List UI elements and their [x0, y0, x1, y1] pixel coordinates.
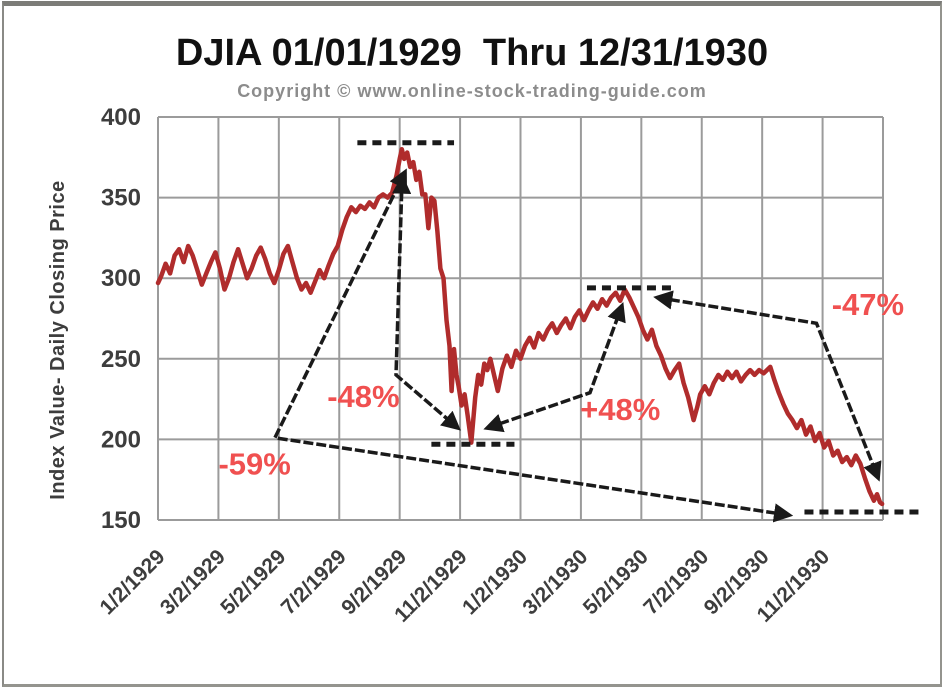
x-tick-label: 1/2/1930 — [458, 545, 532, 619]
x-tick-label: 1/2/1929 — [95, 545, 169, 619]
y-tick-label: 400 — [101, 104, 141, 131]
x-tick-label: 5/2/1930 — [579, 545, 653, 619]
y-tick-label: 350 — [101, 185, 141, 212]
chart-title: DJIA 01/01/1929 Thru 12/31/1930 — [175, 32, 769, 74]
percent-label: +48% — [580, 392, 660, 427]
percent-label: -59% — [218, 447, 290, 482]
percent-label: -48% — [327, 379, 399, 414]
x-tick-label: 5/2/1929 — [216, 545, 290, 619]
y-tick-label: 300 — [101, 265, 141, 292]
y-axis-title: Index Value- Daily Closing Price — [47, 180, 69, 499]
x-tick-label: 3/2/1929 — [156, 545, 230, 619]
y-tick-label: 150 — [101, 507, 141, 534]
y-tick-label: 200 — [101, 426, 141, 453]
rally-48-arrow — [483, 301, 626, 433]
percent-label: -47% — [832, 287, 904, 322]
x-tick-label: 7/2/1930 — [639, 545, 713, 619]
decline-48-arrow — [392, 174, 461, 431]
copyright-text: Copyright © www.online-stock-trading-gui… — [237, 81, 707, 101]
y-tick-label: 250 — [101, 346, 141, 373]
x-tick-label: 7/2/1929 — [277, 545, 351, 619]
x-tick-label: 3/2/1930 — [518, 545, 592, 619]
decline-59-arrow — [272, 168, 794, 523]
decline-47-arrow — [653, 290, 882, 482]
